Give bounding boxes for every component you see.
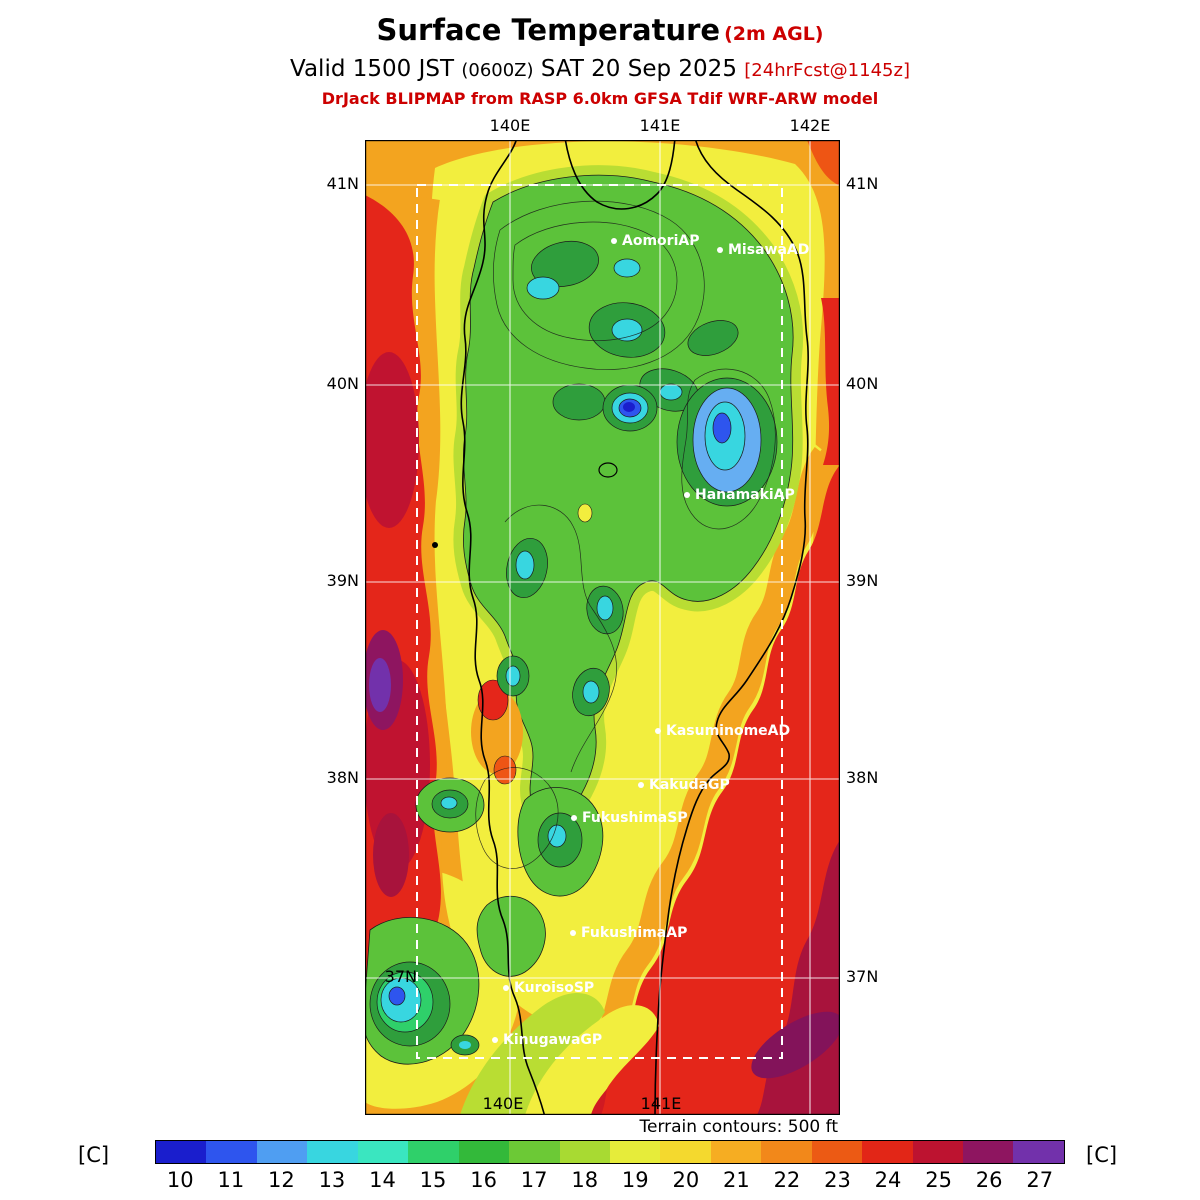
station-marker bbox=[571, 815, 577, 821]
colorbar-segment bbox=[156, 1141, 207, 1163]
station-label: MisawaAD bbox=[728, 242, 810, 258]
station-label: KakudaGP bbox=[649, 777, 730, 793]
colorbar-tick-label: 25 bbox=[925, 1168, 952, 1192]
axis-label-right: 37N bbox=[846, 967, 879, 986]
colorbar-tick-label: 22 bbox=[773, 1168, 801, 1192]
station-marker bbox=[492, 1037, 498, 1043]
colorbar-segment bbox=[408, 1141, 459, 1163]
map-frame bbox=[365, 140, 840, 1115]
station-label: KasuminomeAD bbox=[666, 723, 791, 739]
station-label: AomoriAP bbox=[622, 233, 700, 249]
station-label: HanamakiAP bbox=[695, 487, 795, 503]
colorbar-segment bbox=[963, 1141, 1014, 1163]
colorbar-segment bbox=[710, 1141, 762, 1163]
station-label: FukushimaAP bbox=[581, 925, 688, 941]
colorbar-tick-label: 26 bbox=[975, 1168, 1003, 1192]
station-marker bbox=[655, 728, 661, 734]
colorbar-tick-label: 27 bbox=[1026, 1168, 1054, 1192]
station-marker bbox=[717, 247, 723, 253]
lat-lon-gridlines bbox=[365, 140, 840, 1115]
axis-label-left: 39N bbox=[326, 571, 359, 590]
valid-prefix: Valid 1500 JST bbox=[290, 56, 455, 82]
colorbar-tick-label: 19 bbox=[621, 1168, 649, 1192]
model-line: DrJack BLIPMAP from RASP 6.0km GFSA Tdif… bbox=[321, 89, 879, 108]
temperature-fill-regions bbox=[365, 140, 840, 1115]
colorbar-tick-label: 12 bbox=[268, 1168, 295, 1192]
colorbar-segment bbox=[357, 1141, 409, 1163]
forecast-tag: [24hrFcst@1145z] bbox=[744, 60, 910, 81]
colorbar-tick-labels: 10 11 12 13 14 15 16 17 18 19 20 21 22 23 24 25 26 27 bbox=[0, 1168, 1200, 1194]
colorbar-segment bbox=[761, 1141, 812, 1163]
station-marker bbox=[611, 238, 617, 244]
axis-label-bottom: 141E bbox=[640, 1094, 682, 1113]
colorbar-segment bbox=[307, 1141, 358, 1163]
axis-label-right: 39N bbox=[846, 571, 879, 590]
valid-date: SAT 20 Sep 2025 bbox=[540, 56, 737, 82]
valid-line: Valid 1500 JST (0600Z) SAT 20 Sep 2025 [… bbox=[0, 54, 1200, 86]
colorbar-tick-label: 18 bbox=[571, 1168, 599, 1192]
colorbar-segment bbox=[256, 1141, 308, 1163]
station-marker bbox=[503, 985, 509, 991]
axis-label-right: 41N bbox=[846, 174, 879, 193]
colorbar-tick-label: 11 bbox=[217, 1168, 245, 1192]
station-marker bbox=[684, 492, 690, 498]
colorbar-segment bbox=[206, 1141, 257, 1163]
station-label: FukushimaSP bbox=[582, 810, 688, 826]
station-marker bbox=[638, 782, 644, 788]
colorbar-segment bbox=[1013, 1141, 1064, 1163]
coastline bbox=[432, 140, 809, 1115]
page-title: Surface Temperature (2m AGL) bbox=[0, 12, 1200, 52]
axis-label-top: 142E bbox=[789, 116, 831, 135]
colorbar-unit-left: [C] bbox=[78, 1143, 110, 1167]
colorbar-segment bbox=[509, 1141, 560, 1163]
title-agl-note: (2m AGL) bbox=[724, 23, 824, 45]
colorbar-tick-label: 21 bbox=[723, 1168, 750, 1192]
axis-label-right: 38N bbox=[846, 768, 879, 787]
colorbar-tick-label: 16 bbox=[470, 1168, 497, 1192]
axis-label-left: 40N bbox=[326, 374, 359, 393]
station-label: KinugawaGP bbox=[503, 1032, 603, 1048]
temperature-colorbar bbox=[155, 1140, 1065, 1164]
colorbar-tick-label: 24 bbox=[874, 1168, 902, 1192]
title-block: Surface Temperature (2m AGL) Valid 1500 J… bbox=[0, 12, 1200, 110]
station-marker bbox=[570, 930, 576, 936]
colorbar-segment bbox=[811, 1141, 863, 1163]
colorbar-segment bbox=[458, 1141, 510, 1163]
colorbar-unit-right: [C] bbox=[1086, 1143, 1118, 1167]
temperature-contour-map bbox=[365, 140, 840, 1115]
colorbar-segment bbox=[559, 1141, 610, 1163]
title-main: Surface Temperature bbox=[376, 13, 721, 47]
axis-label-top: 140E bbox=[489, 116, 531, 135]
map-area: 140E 141E 142E 140E 141E 41N 40N 39N 38N 37N 41N 40… bbox=[327, 117, 878, 1115]
axis-label-top: 141E bbox=[639, 116, 681, 135]
terrain-contours-note: Terrain contours: 500 ft bbox=[639, 1117, 839, 1137]
colorbar-tick-label: 10 bbox=[166, 1168, 194, 1192]
station-label: KuroisoSP bbox=[514, 980, 595, 996]
valid-utc: (0600Z) bbox=[461, 60, 534, 81]
axis-label-left: 37N bbox=[384, 967, 417, 986]
colorbar-tick-label: 23 bbox=[824, 1168, 851, 1192]
colorbar-tick-label: 15 bbox=[419, 1168, 447, 1192]
axis-label-right: 40N bbox=[846, 374, 879, 393]
axis-label-left: 38N bbox=[326, 768, 359, 787]
colorbar-tick-label: 13 bbox=[318, 1168, 346, 1192]
axis-label-bottom: 140E bbox=[482, 1094, 524, 1113]
colorbar-tick-label: 20 bbox=[672, 1168, 700, 1192]
colorbar-segment bbox=[862, 1141, 913, 1163]
colorbar-segment bbox=[912, 1141, 963, 1163]
model-domain-boundary bbox=[416, 184, 783, 1059]
colorbar-tick-label: 14 bbox=[369, 1168, 396, 1192]
colorbar-tick-label: 17 bbox=[520, 1168, 548, 1192]
colorbar-segment bbox=[660, 1141, 711, 1163]
axis-label-left: 41N bbox=[326, 174, 359, 193]
colorbar-segment bbox=[609, 1141, 661, 1163]
